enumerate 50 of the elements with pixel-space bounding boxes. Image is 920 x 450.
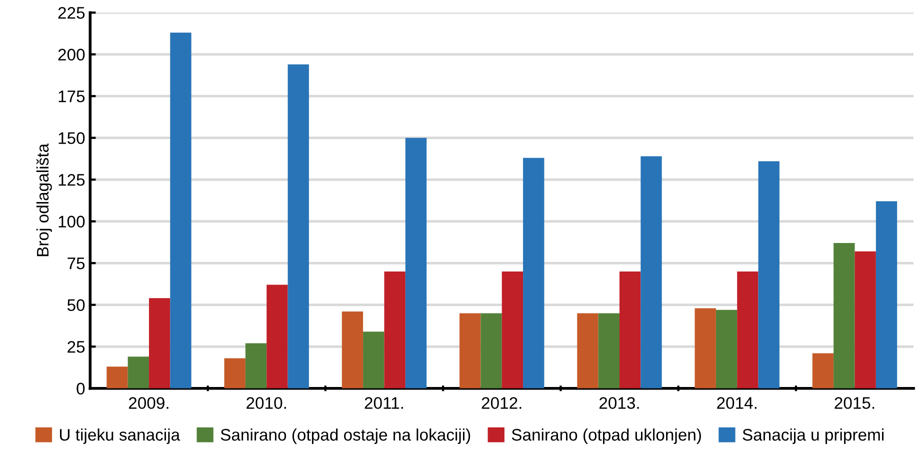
bar <box>834 243 855 388</box>
bar <box>598 313 620 388</box>
bar <box>342 312 364 388</box>
y-tick-label: 25 <box>68 341 85 353</box>
y-tick-label: 100 <box>58 216 85 228</box>
bar <box>758 161 780 388</box>
legend-label: Sanacija u pripremi <box>742 428 884 444</box>
bar <box>224 358 246 388</box>
y-tick-label: 200 <box>58 48 85 61</box>
bar <box>148 298 170 388</box>
bar <box>384 271 406 388</box>
bar <box>737 271 758 388</box>
bar <box>128 356 149 388</box>
y-tick-label: 150 <box>58 132 85 144</box>
legend-label: Sanirano (otpad uklonjen) <box>512 428 701 444</box>
legend-label: U tijeku sanacija <box>60 428 180 444</box>
x-tick-label: 2010. <box>246 397 286 409</box>
bar <box>577 313 598 388</box>
y-tick-label: 175 <box>58 90 85 102</box>
y-tick-label: 50 <box>67 299 85 312</box>
y-tick-label: 0 <box>76 382 85 395</box>
x-tick-label: 2015. <box>834 397 874 409</box>
bar <box>363 332 384 388</box>
bar <box>170 32 192 388</box>
y-tick-label: 125 <box>58 174 85 186</box>
y-axis-title: Broj odlagališta <box>36 143 52 256</box>
bar <box>288 64 309 388</box>
bar <box>523 158 544 388</box>
bar <box>694 308 716 388</box>
bar <box>480 313 502 388</box>
bar <box>812 353 834 388</box>
bar <box>245 343 267 388</box>
bar <box>716 310 738 388</box>
y-tick-label: 75 <box>68 258 85 270</box>
y-tick-label: 225 <box>58 7 85 19</box>
bar <box>876 201 898 388</box>
bar <box>619 271 641 388</box>
legend-label: Sanirano (otpad ostaje na lokaciji) <box>220 428 470 444</box>
x-tick-label: 2012. <box>482 397 522 409</box>
x-tick-label: 2009. <box>128 397 168 409</box>
bar <box>405 138 427 388</box>
bar <box>266 284 288 388</box>
bar <box>502 271 524 388</box>
x-tick-label: 2013. <box>599 397 639 409</box>
x-tick-label: 2011. <box>364 397 403 409</box>
bar <box>854 251 876 388</box>
bar <box>460 313 481 388</box>
bar <box>640 156 662 388</box>
bar <box>106 366 128 388</box>
x-tick-label: 2014. <box>717 397 756 409</box>
